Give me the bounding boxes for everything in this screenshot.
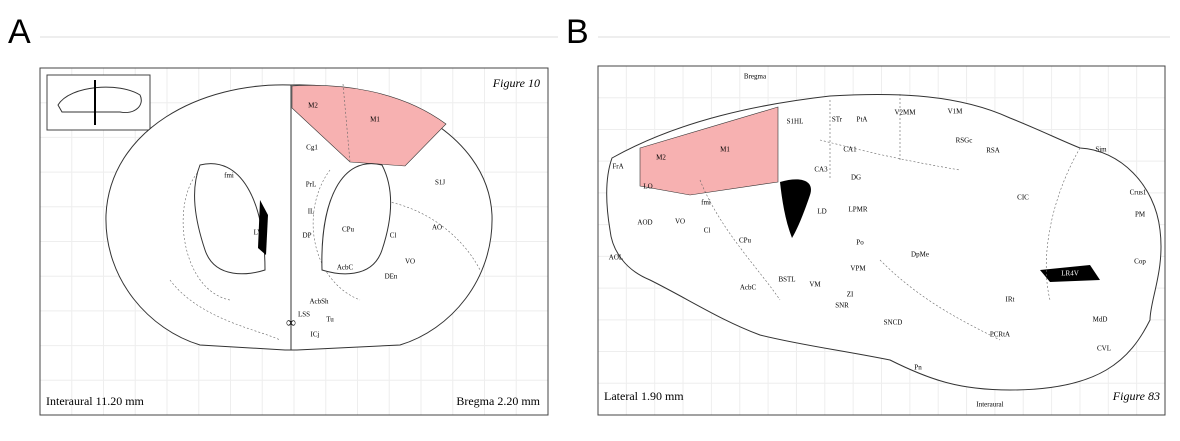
region-label: STr bbox=[832, 116, 843, 124]
region-label: CA3 bbox=[814, 166, 828, 174]
region-label: AO bbox=[432, 224, 442, 232]
region-label: LPMR bbox=[848, 206, 867, 214]
region-label: PM bbox=[1135, 211, 1146, 219]
region-label: PrL bbox=[306, 181, 317, 189]
caption: Interaural 11.20 mm bbox=[46, 394, 145, 408]
region-label: M2 bbox=[308, 102, 318, 110]
region-label: Cg1 bbox=[306, 144, 318, 152]
region-label: LV bbox=[788, 186, 797, 194]
region-label: LR4V bbox=[1061, 270, 1079, 278]
region-label: VO bbox=[675, 218, 685, 226]
region-label: LD bbox=[817, 208, 826, 216]
region-label: S1HL bbox=[787, 118, 804, 126]
region-label: CA1 bbox=[843, 146, 857, 154]
region-label: SNCD bbox=[884, 319, 903, 327]
region-label: PtA bbox=[857, 116, 868, 124]
region-label: V2MM bbox=[894, 109, 916, 117]
region-label: M1 bbox=[720, 146, 730, 154]
region-label: DpMe bbox=[911, 251, 929, 259]
region-label: BSTL bbox=[778, 276, 795, 284]
region-label: M2 bbox=[656, 154, 666, 162]
region-label: DEn bbox=[385, 273, 398, 281]
region-label: LSS bbox=[298, 311, 310, 319]
region-label: IRt bbox=[1006, 296, 1015, 304]
region-label: VM bbox=[809, 281, 821, 289]
region-label: V1M bbox=[948, 108, 964, 116]
region-label: fmi bbox=[701, 199, 711, 207]
region-label: FrA bbox=[612, 163, 623, 171]
region-label: CPu bbox=[739, 237, 752, 245]
region-label: ZI bbox=[847, 291, 854, 299]
region-label: IL bbox=[308, 208, 315, 216]
region-label: RSA bbox=[986, 147, 1000, 155]
panel-letter: B bbox=[566, 13, 589, 51]
region-label: PCRtA bbox=[990, 331, 1010, 339]
region-label: M1 bbox=[370, 116, 380, 124]
region-label: LO bbox=[643, 183, 652, 191]
figure-label: Figure 83 bbox=[1112, 389, 1160, 403]
region-label: SNR bbox=[835, 302, 849, 310]
region-label: AcbC bbox=[337, 264, 354, 272]
landmark-label: Interaural bbox=[976, 401, 1003, 409]
region-label: CPu bbox=[342, 226, 355, 234]
region-label: Cop bbox=[1134, 258, 1146, 266]
region-label: AOD bbox=[637, 219, 652, 227]
region-label: Pn bbox=[914, 364, 922, 372]
region-label: Crus1 bbox=[1130, 189, 1147, 197]
region-label: ICj bbox=[311, 331, 320, 339]
region-label: Tu bbox=[326, 316, 334, 324]
region-label: Po bbox=[856, 239, 864, 247]
region-label: VPM bbox=[850, 265, 866, 273]
region-label: AcbC bbox=[740, 284, 757, 292]
region-label: MdD bbox=[1093, 316, 1108, 324]
caption: Lateral 1.90 mm bbox=[604, 389, 684, 403]
region-label: RSGc bbox=[956, 137, 973, 145]
region-label: S1J bbox=[435, 179, 445, 187]
figure-label: Figure 10 bbox=[492, 76, 540, 90]
caption: Bregma 2.20 mm bbox=[456, 394, 540, 408]
region-label: CIC bbox=[1017, 194, 1029, 202]
region-label: fmi bbox=[224, 172, 234, 180]
panel-letter: A bbox=[8, 13, 31, 51]
region-label: DG bbox=[851, 174, 861, 182]
region-label: Sim bbox=[1095, 146, 1107, 154]
region-label: CVL bbox=[1097, 345, 1111, 353]
landmark-label: Bregma bbox=[744, 73, 767, 81]
region-label: DP bbox=[303, 232, 312, 240]
region-label: LV bbox=[254, 229, 263, 237]
anterior-commissure: ∞ bbox=[286, 316, 296, 331]
figure: A B ∞ M2 M1 Cg1 PrL IL DP S1J fmi CPu AcbC Cl LV AO V… bbox=[0, 0, 1180, 441]
region-label: Cl bbox=[704, 227, 711, 235]
region-label: Cl bbox=[390, 232, 397, 240]
region-label: VO bbox=[405, 258, 415, 266]
region-label: AcbSh bbox=[309, 298, 329, 306]
region-label: AOL bbox=[609, 254, 623, 262]
